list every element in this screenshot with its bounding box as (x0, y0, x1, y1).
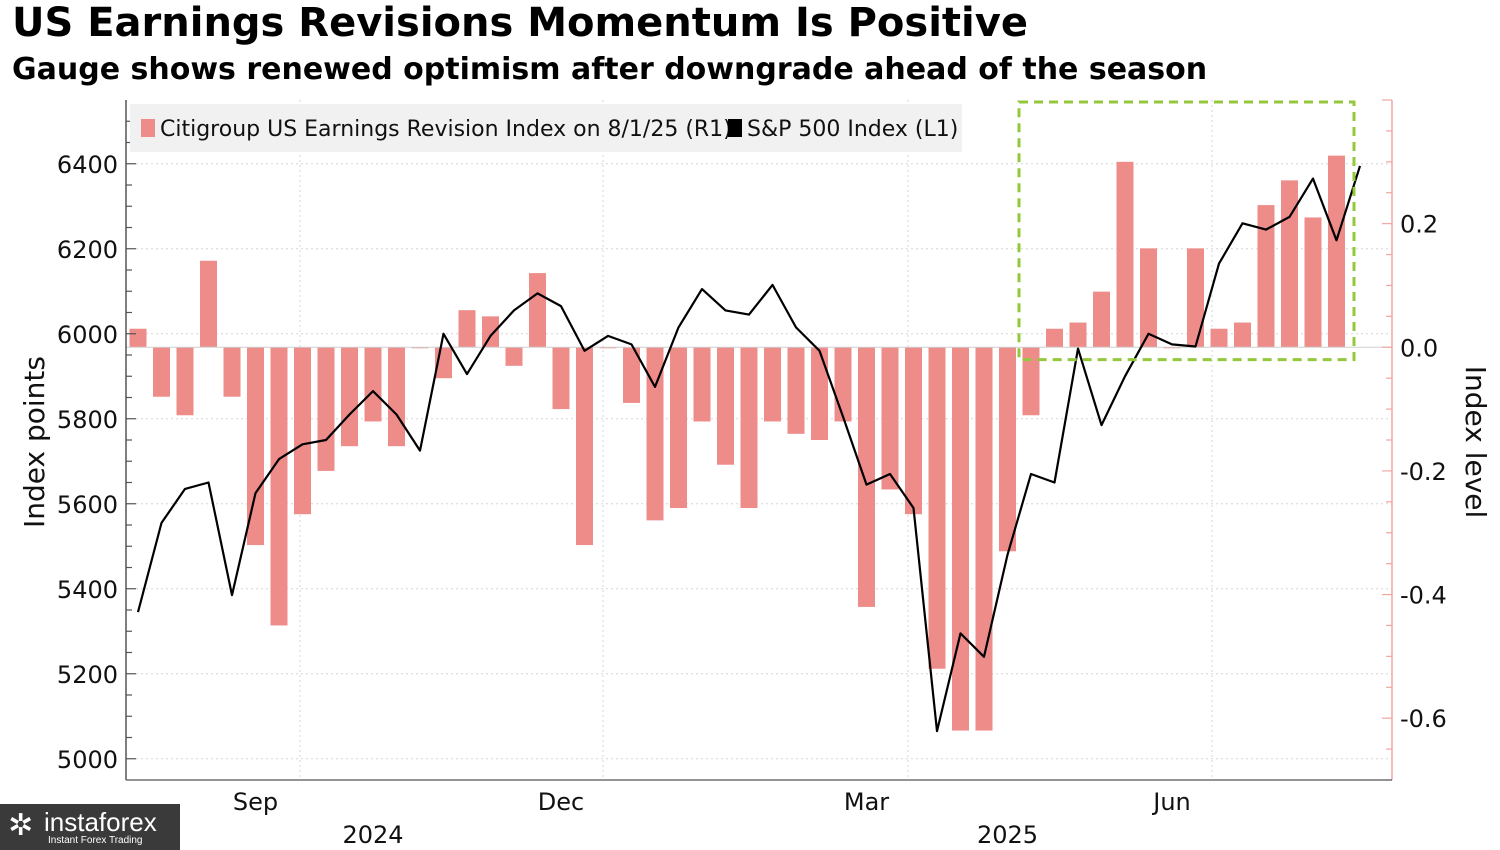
x-month-label: Dec (538, 788, 584, 816)
revision-bar (740, 347, 758, 508)
revision-bar (670, 347, 687, 508)
revision-bar (1116, 161, 1134, 348)
right-tick-label: -0.4 (1400, 582, 1447, 610)
revision-bar (905, 347, 922, 515)
instaforex-logo: ✲ instaforex Instant Forex Trading (0, 804, 180, 850)
revision-bar (623, 347, 640, 403)
legend-swatch-sp500 (728, 119, 742, 137)
left-tick-label: 5000 (57, 746, 118, 774)
legend-label-revision: Citigroup US Earnings Revision Index on … (160, 117, 732, 142)
revision-bar (881, 347, 899, 490)
left-tick-label: 6000 (57, 321, 118, 349)
x-year-label: 2025 (977, 821, 1038, 849)
revision-bar (200, 260, 217, 348)
left-tick-label: 5200 (57, 661, 118, 689)
revision-bar (1281, 180, 1298, 348)
chart-title: US Earnings Revisions Momentum Is Positi… (12, 0, 1028, 46)
revision-bar (1093, 291, 1110, 348)
revision-bar (529, 273, 546, 348)
logo-name: instaforex (44, 807, 157, 837)
revision-bar (1257, 205, 1275, 348)
legend-swatch-revision (141, 119, 155, 137)
revision-bar (811, 347, 828, 440)
sp500-line-series (136, 165, 1362, 733)
revision-bar (1234, 322, 1251, 348)
revision-bar (153, 347, 170, 397)
gridlines (126, 100, 1392, 780)
revision-bar (693, 347, 711, 422)
revision-bar (270, 347, 288, 626)
highlight-rectangle (1017, 100, 1356, 362)
revision-bar (1210, 328, 1228, 348)
x-year-label: 2024 (342, 821, 403, 849)
right-tick-label: 0.0 (1400, 334, 1438, 362)
left-tick-label: 5400 (57, 576, 118, 604)
revision-bar (999, 347, 1016, 552)
legend: Citigroup US Earnings Revision Index on … (130, 104, 962, 152)
right-tick-label: -0.2 (1400, 458, 1447, 486)
revision-bar (388, 347, 405, 447)
revision-bar (717, 347, 734, 465)
revision-bar (834, 347, 852, 422)
revision-bar (458, 310, 476, 348)
revision-bar (1069, 322, 1087, 348)
revision-bar (1046, 328, 1063, 348)
revision-bar (294, 347, 311, 515)
revision-bar (764, 347, 781, 422)
revision-bar (129, 328, 147, 348)
right-tick-label: 0.2 (1400, 211, 1438, 239)
logo-tagline: Instant Forex Trading (48, 835, 143, 846)
revision-index-bars (129, 155, 1345, 731)
revision-bar (1328, 155, 1345, 348)
revision-bar (317, 347, 335, 471)
revision-bar (975, 347, 993, 731)
left-tick-label: 6200 (57, 236, 118, 264)
left-tick-label: 6400 (57, 151, 118, 179)
revision-bar (928, 347, 946, 669)
x-month-label: Sep (233, 788, 278, 816)
revision-bar (1187, 248, 1204, 348)
highlight-box (1017, 100, 1356, 362)
revision-bar (341, 347, 358, 447)
axes: 5000 5200 5400 5600 5800 6000 6200 6400 0.2 0.0 -0… (18, 99, 1492, 849)
right-tick-label: -0.6 (1400, 705, 1447, 733)
left-tick-label: 5800 (57, 406, 118, 434)
left-axis-title: Index points (18, 356, 51, 528)
revision-bar (176, 347, 194, 416)
gear-logo-icon: ✲ (8, 808, 34, 843)
x-month-label: Mar (844, 788, 889, 816)
revision-bar (482, 316, 499, 348)
x-month-label: Jun (1151, 788, 1191, 816)
revision-bar (1140, 248, 1157, 348)
revision-bar (364, 347, 382, 422)
revision-bar (576, 347, 593, 546)
sp500-line (136, 165, 1362, 733)
revision-bar (787, 347, 805, 434)
revision-bar (505, 347, 523, 366)
legend-background (130, 104, 962, 152)
revision-bar (646, 347, 664, 521)
legend-label-sp500: S&P 500 Index (L1) (747, 117, 958, 142)
revision-bar (1022, 347, 1040, 416)
chart-subtitle: Gauge shows renewed optimism after downg… (12, 52, 1208, 87)
revision-bar (858, 347, 875, 607)
revision-bar (552, 347, 570, 410)
revision-bar (952, 347, 969, 731)
revision-bar (247, 347, 264, 546)
revision-bar (223, 347, 241, 397)
left-tick-label: 5600 (57, 491, 118, 519)
revision-bar (1304, 217, 1322, 348)
right-axis-title: Index level (1459, 366, 1492, 519)
